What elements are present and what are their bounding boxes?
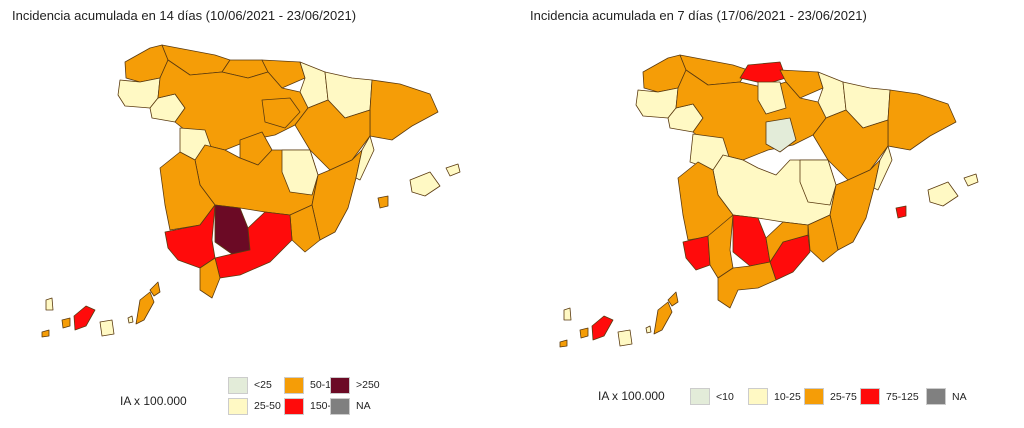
map-title: Incidencia acumulada en 7 días (17/06/20… [530,8,867,23]
region-castilla-leon [157,59,309,151]
map-panel-7-days: Incidencia acumulada en 7 días (17/06/20… [512,0,1024,428]
region-basque [261,59,306,89]
region-fuerteventura [653,301,673,335]
map-title: Incidencia acumulada en 14 días (10/06/2… [12,8,357,23]
legend-label: <10 [716,391,734,403]
map-panel-14-days: Incidencia acumulada en 14 días (10/06/2… [12,8,461,415]
region-aragon-south [294,99,371,171]
region-valencia-coast [355,135,375,181]
region-tenerife [591,315,614,341]
region-small-isle [645,325,652,334]
region-canary-small [41,329,50,338]
legend-swatch [284,398,304,415]
region-ibiza [377,195,389,209]
legend-label: >250 [356,379,380,391]
region-canary-small [559,339,568,348]
region-cadiz [717,261,777,309]
region-gran-canaria [99,319,115,337]
legend-swatch [804,388,824,405]
region-fuerteventura [135,291,155,325]
region-gomera [579,327,589,339]
region-madrid [765,117,797,153]
region-andalusia-east [214,211,293,279]
spain-choropleth-map [41,44,461,338]
region-catalonia [887,89,957,151]
region-cuenca [281,149,319,196]
region-valencia-coast [873,145,893,191]
region-rioja [261,97,301,129]
legend-label: 25-75 [830,391,857,403]
region-balearic-menorca [445,163,461,177]
region-cantabria [739,61,787,85]
region-cuenca [799,159,837,206]
region-aragon-south [812,109,889,181]
region-rioja [757,81,787,115]
legend-label: 10-25 [774,391,801,403]
legend-label: <25 [254,379,272,391]
region-small-isle [127,315,134,324]
legend-label: 25-50 [254,400,281,412]
legend-swatch [748,388,768,405]
spain-choropleth-map [559,54,979,348]
legend-label: NA [356,400,371,412]
legend-label: NA [952,391,967,403]
legend-swatch [926,388,946,405]
region-gomera [61,317,71,329]
region-andalusia-west [682,235,711,271]
region-ibiza [895,205,907,219]
region-balearic-mallorca [409,171,441,197]
region-tenerife [73,305,96,331]
legend-swatch [330,377,350,394]
region-gran-canaria [617,329,633,347]
legend-title: IA x 100.000 [598,389,665,403]
region-valencia [829,159,881,251]
legend-swatch [330,398,350,415]
legend-swatch [228,377,248,394]
region-catalonia [369,79,439,141]
region-cordoba [732,214,771,267]
region-cadiz [199,257,221,299]
legend-label: 75-125 [886,391,919,403]
legend-swatch [690,388,710,405]
legend-swatch [860,388,880,405]
region-cordoba [214,204,251,255]
region-canary-west [45,297,54,311]
region-lanzarote [667,291,679,307]
region-basque [779,69,824,99]
region-balearic-mallorca [927,181,959,207]
legend-swatch [284,377,304,394]
legend-swatch [228,398,248,415]
region-lanzarote [149,281,161,297]
region-valencia [311,149,363,241]
legend-title: IA x 100.000 [120,394,187,408]
region-balearic-menorca [963,173,979,187]
region-canary-west [563,307,572,321]
